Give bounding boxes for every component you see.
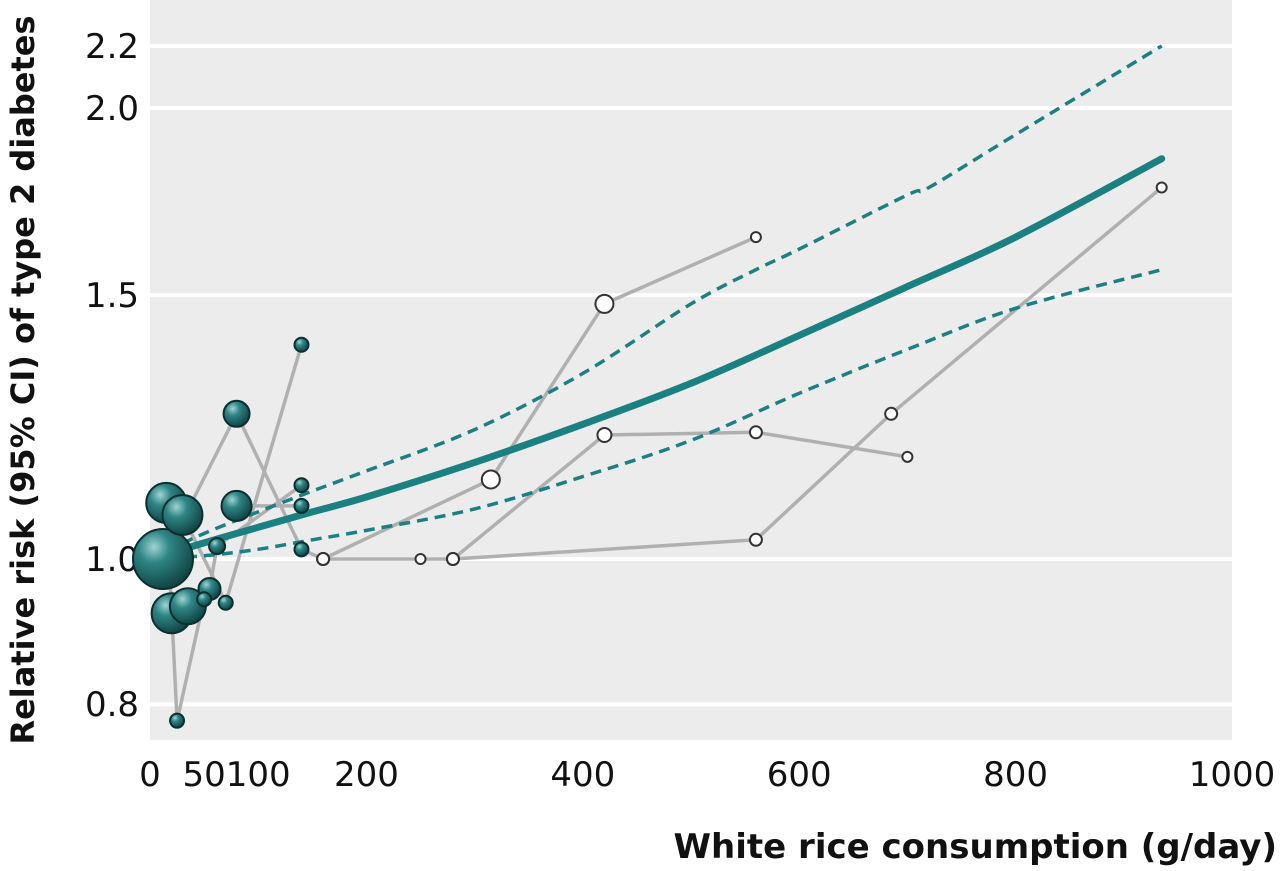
y-tick-label: 0.8 bbox=[85, 685, 139, 725]
study-point-open bbox=[445, 552, 460, 566]
study-point-filled bbox=[293, 477, 310, 494]
x-tick-label: 400 bbox=[550, 755, 615, 795]
study-line bbox=[322, 235, 757, 561]
study-point-open bbox=[414, 553, 427, 565]
study-point-filled bbox=[161, 493, 204, 536]
fit-lines bbox=[146, 44, 1166, 563]
x-tick-label: 600 bbox=[767, 755, 832, 795]
study-point-open bbox=[594, 293, 615, 314]
study-point-filled bbox=[208, 537, 227, 556]
y-tick-label: 2.0 bbox=[85, 89, 139, 129]
x-tick-label: 1000 bbox=[1189, 755, 1276, 795]
y-tick-label: 1.5 bbox=[85, 276, 139, 316]
study-point-filled bbox=[196, 591, 213, 608]
x-tick-label: 50 bbox=[182, 755, 225, 795]
study-point-open bbox=[1155, 181, 1168, 194]
study-point-filled bbox=[293, 541, 310, 558]
y-axis-label: Relative risk (95% CI) of type 2 diabete… bbox=[4, 15, 42, 744]
study-point-open bbox=[748, 532, 763, 547]
study-point-filled bbox=[169, 712, 186, 729]
x-axis: 0 50 100 200 400 600 800 1000 bbox=[139, 740, 1275, 795]
study-point-filled bbox=[222, 399, 251, 428]
study-point-open bbox=[748, 425, 763, 440]
study-point-open bbox=[316, 552, 331, 566]
ci-lower-line bbox=[149, 268, 1163, 561]
y-tick-label: 2.2 bbox=[85, 27, 139, 67]
y-axis: 0.8 1.0 1.5 2.0 2.2 bbox=[85, 27, 139, 725]
study-point-filled bbox=[217, 594, 234, 611]
x-axis-label: White rice consumption (g/day) bbox=[674, 827, 1277, 867]
plot-background bbox=[150, 0, 1232, 740]
x-tick-label: 800 bbox=[983, 755, 1048, 795]
y-tick-label: 1.0 bbox=[85, 540, 139, 580]
study-point-filled bbox=[220, 489, 253, 522]
x-tick-label: 0 bbox=[139, 755, 161, 795]
study-point-open bbox=[596, 426, 613, 443]
study-point-filled bbox=[131, 528, 194, 590]
ci-upper-line bbox=[149, 44, 1163, 561]
study-point-open bbox=[749, 231, 762, 244]
pooled-fit-line bbox=[146, 155, 1166, 563]
x-tick-label: 200 bbox=[334, 755, 399, 795]
study-point-open bbox=[884, 406, 899, 421]
study-point-open bbox=[480, 469, 501, 490]
study-point-open bbox=[901, 450, 914, 463]
study-line bbox=[451, 430, 908, 561]
x-tick-label: 100 bbox=[226, 755, 291, 795]
study-point-filled bbox=[293, 336, 310, 353]
study-points bbox=[131, 181, 1168, 729]
study-point-filled bbox=[293, 497, 310, 514]
